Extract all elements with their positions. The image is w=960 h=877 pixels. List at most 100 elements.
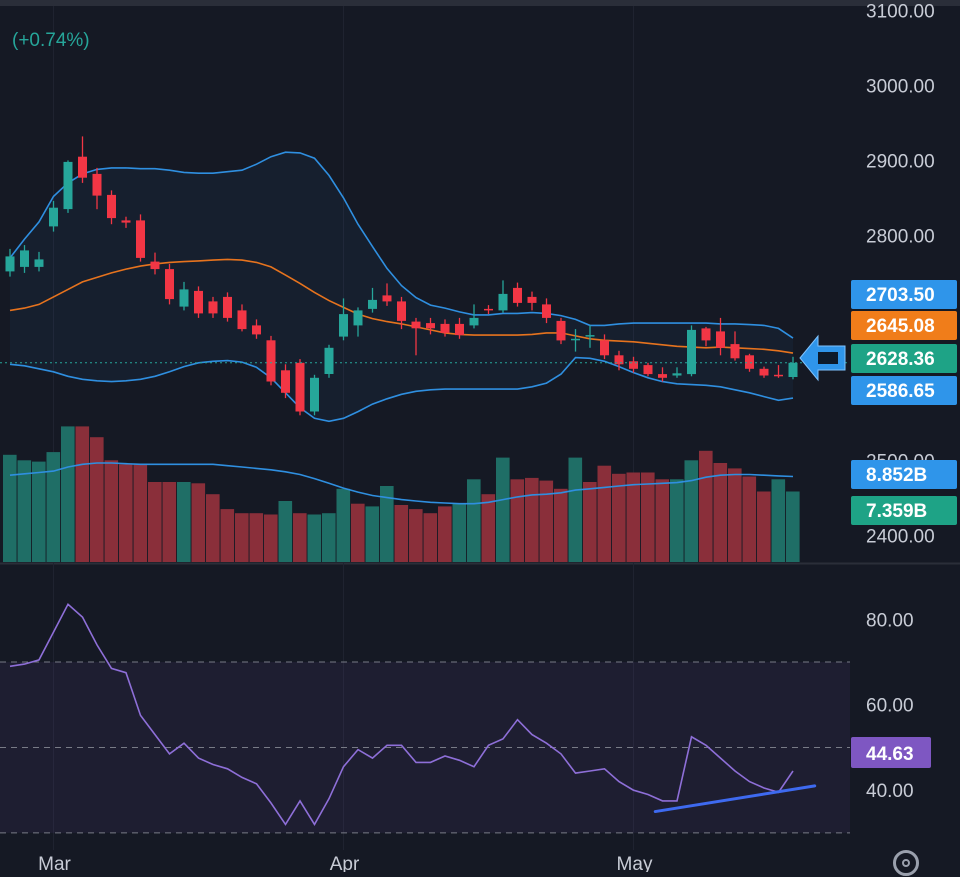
volume-bar	[496, 457, 510, 562]
price-change-percent: (+0.74%)	[12, 30, 90, 51]
candle-body	[556, 320, 566, 341]
candle-body	[382, 295, 392, 302]
bollinger-basis-label: 2645.08	[866, 316, 935, 337]
volume-bar	[17, 460, 32, 562]
volume-bar	[177, 482, 191, 562]
volume-bar	[409, 509, 423, 562]
volume-last-label-bg	[851, 496, 957, 525]
gear-icon[interactable]	[893, 850, 919, 876]
volume-bar	[757, 491, 771, 562]
candle-body	[585, 335, 595, 337]
candle-body	[194, 290, 203, 314]
volume-bar	[148, 482, 162, 562]
volume-bar	[510, 479, 525, 562]
candle-body	[440, 323, 450, 333]
bollinger-upper-line	[9, 151, 794, 339]
volume-bar	[568, 457, 583, 562]
volume-bar	[119, 464, 133, 562]
volume-bar	[786, 491, 800, 562]
candle-body	[368, 299, 377, 309]
arrow-left-icon	[799, 334, 846, 382]
volume-bar	[612, 473, 626, 562]
volume-bar	[641, 472, 655, 562]
top-frame-bar	[0, 0, 960, 6]
rsi-line	[9, 603, 794, 826]
bollinger-basis-label-bg	[851, 311, 957, 340]
volume-bar	[61, 426, 75, 562]
price-axis-tick: 3100.00	[866, 1, 935, 22]
rsi-value-label: 44.63	[866, 744, 914, 765]
candle-body	[78, 156, 87, 178]
candle-body	[63, 161, 73, 210]
candle-body	[92, 173, 102, 196]
bollinger-lower-label-bg	[851, 376, 957, 405]
candle-body	[759, 368, 769, 376]
volume-bar	[655, 479, 670, 562]
candle-body	[527, 296, 537, 303]
volume-bar	[583, 482, 597, 562]
candle-body	[513, 287, 522, 303]
volume-bar	[771, 479, 786, 562]
candle-body	[629, 361, 638, 369]
x-axis-tick-may: May	[617, 854, 653, 872]
rsi-value-label-bg	[851, 737, 931, 768]
candle-body	[397, 301, 406, 321]
price-axis-tick: 3000.00	[866, 76, 935, 97]
candle-body	[600, 340, 609, 356]
volume-ma-label: 8.852B	[866, 465, 927, 486]
candle-body	[672, 373, 682, 376]
candle-body	[266, 340, 276, 382]
candle-body	[310, 377, 319, 412]
candle-body	[20, 250, 29, 267]
volume-bar	[307, 514, 322, 562]
candle-body	[295, 362, 305, 412]
volume-bar	[351, 503, 365, 562]
candle-body	[788, 362, 798, 377]
last-price-label-bg	[851, 344, 957, 373]
volume-bar	[713, 463, 728, 562]
volume-bar	[3, 454, 17, 562]
x-axis-tick-apr: Apr	[330, 854, 360, 872]
volume-bar	[322, 513, 336, 562]
volume-bar	[191, 483, 206, 562]
volume-bar	[249, 513, 264, 562]
volume-bar	[539, 480, 554, 562]
candle-body	[658, 374, 667, 378]
candle-body	[716, 331, 725, 348]
candle-body	[136, 220, 145, 258]
candle-body	[730, 344, 740, 359]
candle-body	[324, 347, 334, 374]
volume-bar	[554, 488, 568, 562]
volume-bar	[684, 460, 699, 562]
candle-body	[237, 310, 247, 330]
volume-bar	[206, 494, 220, 562]
candle-body	[701, 328, 711, 341]
volume-last-label: 7.359B	[866, 501, 927, 522]
volume-bar	[742, 476, 757, 562]
volume-bar	[670, 479, 684, 562]
volume-bar	[75, 426, 90, 562]
rsi-band-fill	[0, 662, 850, 833]
candle-body	[281, 370, 290, 393]
volume-bar	[365, 506, 380, 562]
bollinger-upper-label-bg	[851, 280, 957, 309]
candle-body	[469, 317, 479, 326]
candle-body	[252, 325, 261, 335]
rsi-axis-tick: 40.00	[866, 781, 914, 802]
price-axis-tick: 2900.00	[866, 151, 935, 172]
bollinger-upper-label: 2703.50	[866, 285, 935, 306]
candle-body	[353, 310, 363, 326]
candle-body	[223, 296, 232, 318]
candle-body	[455, 323, 464, 336]
bollinger-lower-label: 2586.65	[866, 381, 935, 402]
volume-bar	[278, 501, 293, 562]
candle-body	[542, 304, 551, 318]
volume-bar	[467, 479, 481, 562]
volume-bar	[162, 482, 177, 562]
volume-ma-label-bg	[851, 460, 957, 489]
volume-bar	[438, 506, 452, 562]
volume-bar	[293, 513, 307, 562]
candle-body	[49, 207, 58, 227]
